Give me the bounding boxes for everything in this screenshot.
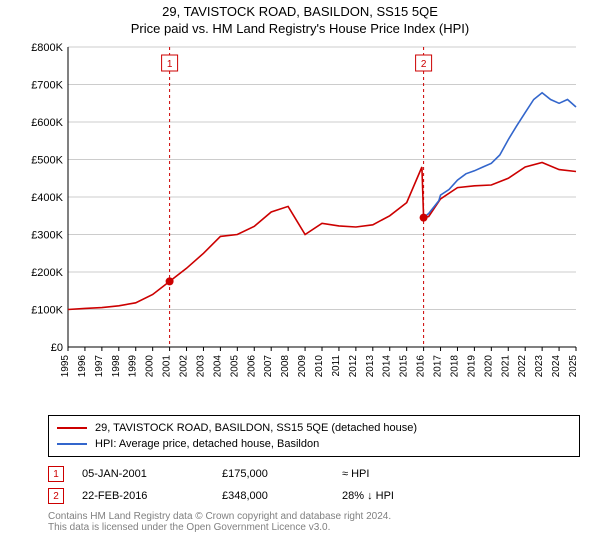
y-axis-label: £800K: [31, 42, 63, 54]
footer-line-2: This data is licensed under the Open Gov…: [48, 522, 580, 533]
x-axis-label: 2005: [229, 355, 240, 378]
x-axis-label: 2019: [466, 355, 477, 378]
x-axis-label: 2012: [348, 355, 359, 378]
y-axis-label: £0: [51, 342, 63, 354]
row-note: 28% ↓ HPI: [342, 490, 462, 502]
legend-swatch: [57, 427, 87, 429]
y-axis-label: £400K: [31, 192, 63, 204]
x-axis-label: 2007: [263, 355, 274, 378]
y-axis-label: £500K: [31, 155, 63, 167]
sale-marker-dot: [166, 277, 174, 285]
x-axis-label: 2021: [500, 355, 511, 378]
x-axis-label: 2018: [449, 355, 460, 378]
y-axis-label: £600K: [31, 117, 63, 129]
sales-table: 1 05-JAN-2001£175,000≈ HPI 2 22-FEB-2016£34…: [48, 463, 580, 507]
title-main: 29, TAVISTOCK ROAD, BASILDON, SS15 5QE: [0, 4, 600, 19]
x-axis-label: 2013: [365, 355, 376, 378]
row-marker: 2: [48, 488, 64, 504]
row-date: 05-JAN-2001: [82, 468, 222, 480]
x-axis-label: 1996: [77, 355, 88, 378]
table-row: 1 05-JAN-2001£175,000≈ HPI: [48, 463, 580, 485]
x-axis-label: 1995: [60, 355, 71, 378]
y-axis-label: £200K: [31, 267, 63, 279]
row-price: £175,000: [222, 468, 342, 480]
x-axis-label: 2009: [297, 355, 308, 378]
x-axis-label: 1999: [128, 355, 139, 378]
x-axis-label: 2003: [195, 355, 206, 378]
y-axis-label: £700K: [31, 80, 63, 92]
x-axis-label: 2022: [517, 355, 528, 378]
title-sub: Price paid vs. HM Land Registry's House …: [0, 21, 600, 36]
row-note: ≈ HPI: [342, 468, 462, 480]
x-axis-label: 2023: [534, 355, 545, 378]
x-axis-label: 2004: [212, 355, 223, 378]
y-axis-label: £100K: [31, 305, 63, 317]
x-axis-label: 2011: [331, 355, 342, 377]
x-axis-label: 2014: [382, 355, 393, 378]
chart-titles: 29, TAVISTOCK ROAD, BASILDON, SS15 5QE P…: [0, 0, 600, 36]
row-price: £348,000: [222, 490, 342, 502]
x-axis-label: 2006: [246, 355, 257, 378]
x-axis-label: 2020: [483, 355, 494, 378]
x-axis-label: 1997: [94, 355, 105, 378]
x-axis-label: 1998: [111, 355, 122, 378]
x-axis-label: 2017: [433, 355, 444, 378]
y-axis-label: £300K: [31, 230, 63, 242]
x-axis-label: 2010: [314, 355, 325, 378]
legend-row: HPI: Average price, detached house, Basi…: [57, 436, 571, 452]
row-date: 22-FEB-2016: [82, 490, 222, 502]
x-axis-label: 2000: [145, 355, 156, 378]
sale-marker-id: 2: [421, 59, 427, 70]
x-axis-label: 2002: [179, 355, 190, 378]
x-axis-label: 2024: [551, 355, 562, 378]
sale-marker-id: 1: [167, 59, 173, 70]
legend-label: HPI: Average price, detached house, Basi…: [95, 438, 319, 450]
table-row: 2 22-FEB-2016£348,00028% ↓ HPI: [48, 485, 580, 507]
legend-box: 29, TAVISTOCK ROAD, BASILDON, SS15 5QE (…: [48, 415, 580, 457]
series-price_paid: [68, 163, 576, 310]
line-chart: £0 £100K £200K £300K £400K £500K £600K £700K £80…: [20, 42, 580, 407]
legend-row: 29, TAVISTOCK ROAD, BASILDON, SS15 5QE (…: [57, 420, 571, 436]
legend-label: 29, TAVISTOCK ROAD, BASILDON, SS15 5QE (…: [95, 422, 417, 434]
legend-swatch: [57, 443, 87, 445]
sale-marker-dot: [420, 214, 428, 222]
x-axis-label: 2025: [568, 355, 579, 378]
chart-area: £0 £100K £200K £300K £400K £500K £600K £700K £80…: [20, 42, 580, 407]
series-hpi: [424, 93, 576, 218]
x-axis-label: 2016: [416, 355, 427, 378]
x-axis-label: 2015: [399, 355, 410, 378]
x-axis-label: 2008: [280, 355, 291, 378]
chart-footer: Contains HM Land Registry data © Crown c…: [48, 511, 580, 533]
footer-line-1: Contains HM Land Registry data © Crown c…: [48, 511, 580, 522]
x-axis-label: 2001: [162, 355, 173, 378]
row-marker: 1: [48, 466, 64, 482]
